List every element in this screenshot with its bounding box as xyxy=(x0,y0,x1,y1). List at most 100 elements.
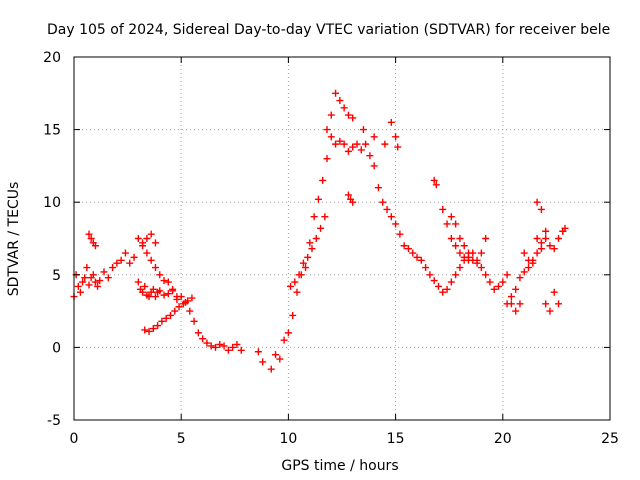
data-point xyxy=(149,325,157,333)
data-point xyxy=(314,195,322,203)
data-point xyxy=(117,256,125,264)
data-point xyxy=(162,314,170,322)
data-point xyxy=(344,111,352,119)
data-point xyxy=(422,264,430,272)
data-point xyxy=(486,278,494,286)
data-point xyxy=(259,358,267,366)
data-point xyxy=(87,235,95,242)
data-point xyxy=(302,264,310,272)
data-point xyxy=(533,235,541,242)
data-point xyxy=(308,245,316,253)
data-point xyxy=(503,271,511,279)
data-point xyxy=(473,259,481,267)
y-tick-label: 5 xyxy=(52,268,61,284)
data-point xyxy=(130,253,138,261)
data-point xyxy=(145,327,153,335)
data-point xyxy=(555,300,563,308)
data-point xyxy=(537,239,545,247)
data-point xyxy=(507,293,515,301)
data-point xyxy=(83,264,91,272)
data-point xyxy=(447,235,455,242)
data-point xyxy=(370,162,378,170)
data-point xyxy=(366,152,374,160)
data-point xyxy=(166,311,174,319)
data-point xyxy=(276,355,284,363)
data-point xyxy=(469,256,477,264)
data-point xyxy=(392,220,400,228)
x-tick-label: 25 xyxy=(601,431,619,447)
x-tick-label: 0 xyxy=(70,431,79,447)
data-point xyxy=(175,303,183,311)
data-point xyxy=(145,293,153,301)
data-point xyxy=(482,235,490,242)
data-point xyxy=(299,259,307,267)
data-point xyxy=(134,278,142,286)
data-point xyxy=(139,242,147,250)
data-point xyxy=(430,176,438,184)
data-point xyxy=(295,271,303,279)
data-point xyxy=(306,239,314,247)
data-point xyxy=(362,140,370,148)
data-point xyxy=(229,343,237,351)
data-point xyxy=(126,259,134,267)
data-point xyxy=(349,198,357,206)
data-point xyxy=(134,235,142,242)
data-point xyxy=(439,288,447,296)
data-point xyxy=(141,282,149,290)
data-point xyxy=(443,220,451,228)
data-point xyxy=(321,213,329,221)
data-point xyxy=(327,133,335,141)
data-point xyxy=(357,146,365,154)
data-point xyxy=(387,213,395,221)
data-point xyxy=(186,307,194,315)
data-point xyxy=(550,245,558,253)
data-point xyxy=(233,340,241,348)
data-point xyxy=(336,97,344,105)
plot-frame xyxy=(73,56,611,421)
data-point xyxy=(151,239,159,247)
data-point xyxy=(164,290,172,298)
data-point xyxy=(85,281,93,289)
data-point xyxy=(284,329,292,337)
data-point xyxy=(349,143,357,151)
data-point xyxy=(143,235,151,242)
data-point xyxy=(79,278,87,286)
data-point xyxy=(310,213,318,221)
data-point xyxy=(272,351,280,359)
data-point xyxy=(533,198,541,206)
data-point xyxy=(104,274,112,282)
data-point xyxy=(452,242,460,250)
data-point xyxy=(512,307,520,315)
data-point xyxy=(495,282,503,290)
data-point xyxy=(503,300,511,308)
data-point xyxy=(190,317,198,325)
chart-title: Day 105 of 2024, Sidereal Day-to-day VTE… xyxy=(47,22,610,38)
data-point xyxy=(94,282,102,290)
data-point xyxy=(396,230,404,238)
data-point xyxy=(383,205,391,213)
data-point xyxy=(151,293,159,301)
data-point xyxy=(194,329,202,337)
x-tick-label: 15 xyxy=(387,431,405,447)
data-point xyxy=(392,133,400,141)
data-point xyxy=(319,176,327,184)
data-point xyxy=(100,268,108,276)
data-point xyxy=(404,245,412,253)
data-point xyxy=(413,253,421,261)
data-point xyxy=(529,256,537,264)
data-point xyxy=(550,288,558,296)
data-point xyxy=(173,293,181,301)
data-point xyxy=(254,348,262,356)
data-point xyxy=(430,277,438,285)
data-point xyxy=(525,264,533,272)
axis-ticks xyxy=(73,56,611,421)
data-point xyxy=(109,264,117,272)
data-point xyxy=(160,291,168,299)
data-point xyxy=(164,278,172,286)
data-point xyxy=(91,242,99,250)
data-point xyxy=(141,326,149,334)
data-point xyxy=(516,300,524,308)
data-point xyxy=(490,285,498,293)
data-point xyxy=(332,140,340,148)
